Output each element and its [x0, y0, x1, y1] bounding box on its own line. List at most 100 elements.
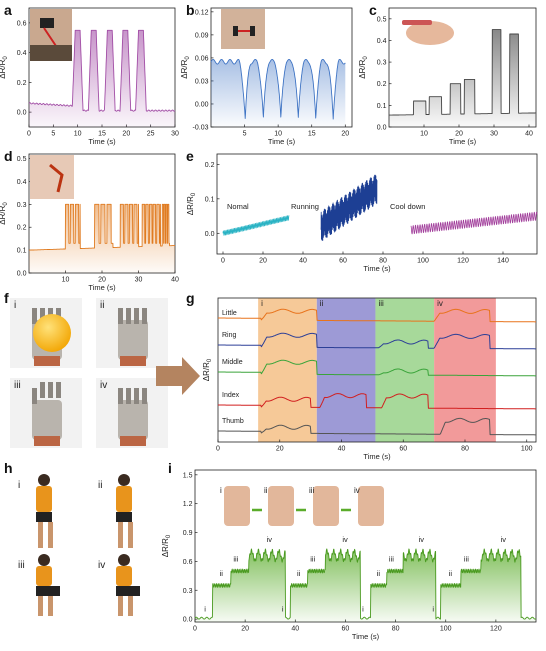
series-line-middle [218, 359, 536, 377]
robot-base [34, 436, 60, 446]
y-tick-label: 0.2 [377, 81, 387, 88]
y-axis-label: ΔR/R0 [186, 192, 197, 215]
x-tick-label: 40 [338, 446, 346, 453]
x-axis-label: Time (s) [268, 137, 296, 146]
x-tick-label: 100 [521, 446, 533, 453]
x-axis-label: Time (s) [352, 632, 380, 641]
x-tick-label: 10 [274, 131, 282, 138]
cycle-label: iv [419, 535, 425, 544]
series-line-thumb [218, 417, 536, 436]
series-area-b [211, 59, 346, 127]
robot-base [120, 356, 146, 366]
person-shorts [116, 512, 132, 522]
x-tick-label: 0 [193, 626, 197, 633]
robot-finger [40, 382, 45, 398]
y-tick-label: 0.5 [377, 16, 387, 23]
y-tick-label: 0.5 [17, 156, 27, 163]
sensor-finger [402, 20, 432, 25]
x-axis-label: Time (s) [449, 137, 477, 146]
y-tick-label: 0.1 [205, 196, 215, 203]
photo-label-f-1: ii [100, 300, 104, 311]
inset-shirt [30, 45, 72, 61]
knee-photo-3 [358, 486, 384, 526]
x-tick-label: 20 [241, 626, 249, 633]
x-tick-label: 30 [171, 131, 179, 138]
y-axis-label: ΔR/R0 [180, 56, 191, 79]
photo-label-f-3: iv [100, 380, 107, 391]
y-tick-label: 0.03 [195, 78, 209, 85]
robot-palm [118, 400, 148, 440]
y-axis-label: ΔR/R0 [358, 56, 369, 79]
x-tick-label: 10 [74, 131, 82, 138]
series-line-c [388, 29, 537, 116]
cycle-label: ii [220, 569, 224, 578]
x-tick-label: 30 [490, 131, 498, 138]
cycle-label: iii [233, 554, 238, 563]
panel-label-f: f [4, 290, 9, 306]
robot-finger [142, 388, 147, 404]
sensor-wire [43, 27, 57, 47]
y-tick-label: 0.3 [17, 202, 27, 209]
x-tick-label: 20 [98, 277, 106, 284]
series-area-i [195, 548, 536, 622]
series-line-index [218, 393, 536, 410]
robot-finger [118, 308, 123, 324]
x-tick-label: 20 [276, 446, 284, 453]
person-leg [38, 522, 43, 548]
plot-frame-e [216, 153, 538, 255]
cycle-label: iii [464, 554, 469, 563]
panel-label-c: c [369, 2, 377, 18]
x-tick-label: 100 [417, 258, 429, 265]
photo-label-f-2: iii [14, 380, 21, 391]
robot-finger [126, 388, 131, 404]
cycle-label: ii [449, 569, 453, 578]
robot-base [34, 356, 60, 366]
yellow-ball [33, 314, 71, 352]
y-tick-label: 0.0 [17, 110, 27, 117]
y-axis-label: ΔR/R0 [0, 202, 9, 225]
x-tick-label: 30 [135, 277, 143, 284]
cycle-label: iii [310, 554, 315, 563]
person-leg [48, 596, 53, 616]
y-tick-label: 0.6 [183, 559, 193, 566]
knee-label-3: iv [354, 486, 360, 495]
y-tick-label: 0.00 [195, 101, 209, 108]
y-tick-label: 1.2 [183, 501, 193, 508]
cycle-label: i [362, 604, 364, 613]
robot-base [120, 436, 146, 446]
robot-finger [48, 382, 53, 398]
person-head [38, 554, 50, 566]
y-tick-label: 1.5 [183, 472, 193, 479]
inset-photo-throat [221, 9, 265, 49]
y-tick-label: 0.3 [377, 60, 387, 67]
person-leg [128, 596, 133, 616]
cycle-label: iv [267, 535, 273, 544]
knee-photo-0 [224, 486, 250, 526]
knee-label-2: iii [309, 486, 315, 495]
region-label-iv: iv [437, 299, 443, 308]
cycle-label: iv [501, 535, 507, 544]
y-tick-label: 0.12 [195, 9, 209, 16]
cycle-label: ii [377, 569, 381, 578]
plot-frame-g [217, 297, 537, 443]
x-axis-label: Time (s) [88, 137, 116, 146]
person-shorts [36, 512, 52, 522]
panel-label-i: i [168, 460, 172, 476]
panel-label-b: b [186, 2, 195, 18]
y-tick-label: 0.2 [205, 162, 215, 169]
series-label-middle: Middle [222, 359, 243, 366]
y-tick-label: 0.09 [195, 32, 209, 39]
panel-label-a: a [4, 2, 12, 18]
robot-finger [56, 382, 61, 398]
panel-label-h: h [4, 460, 13, 476]
region-label-ii: ii [320, 299, 324, 308]
y-axis-label: ΔR/R0 [202, 358, 213, 381]
series-label-ring: Ring [222, 332, 237, 339]
x-tick-label: 40 [171, 277, 179, 284]
x-tick-label: 5 [243, 131, 247, 138]
photo-label-h-0: i [18, 480, 20, 491]
x-tick-label: 60 [339, 258, 347, 265]
x-tick-label: 20 [341, 131, 349, 138]
annotation-running: Running [291, 202, 319, 211]
